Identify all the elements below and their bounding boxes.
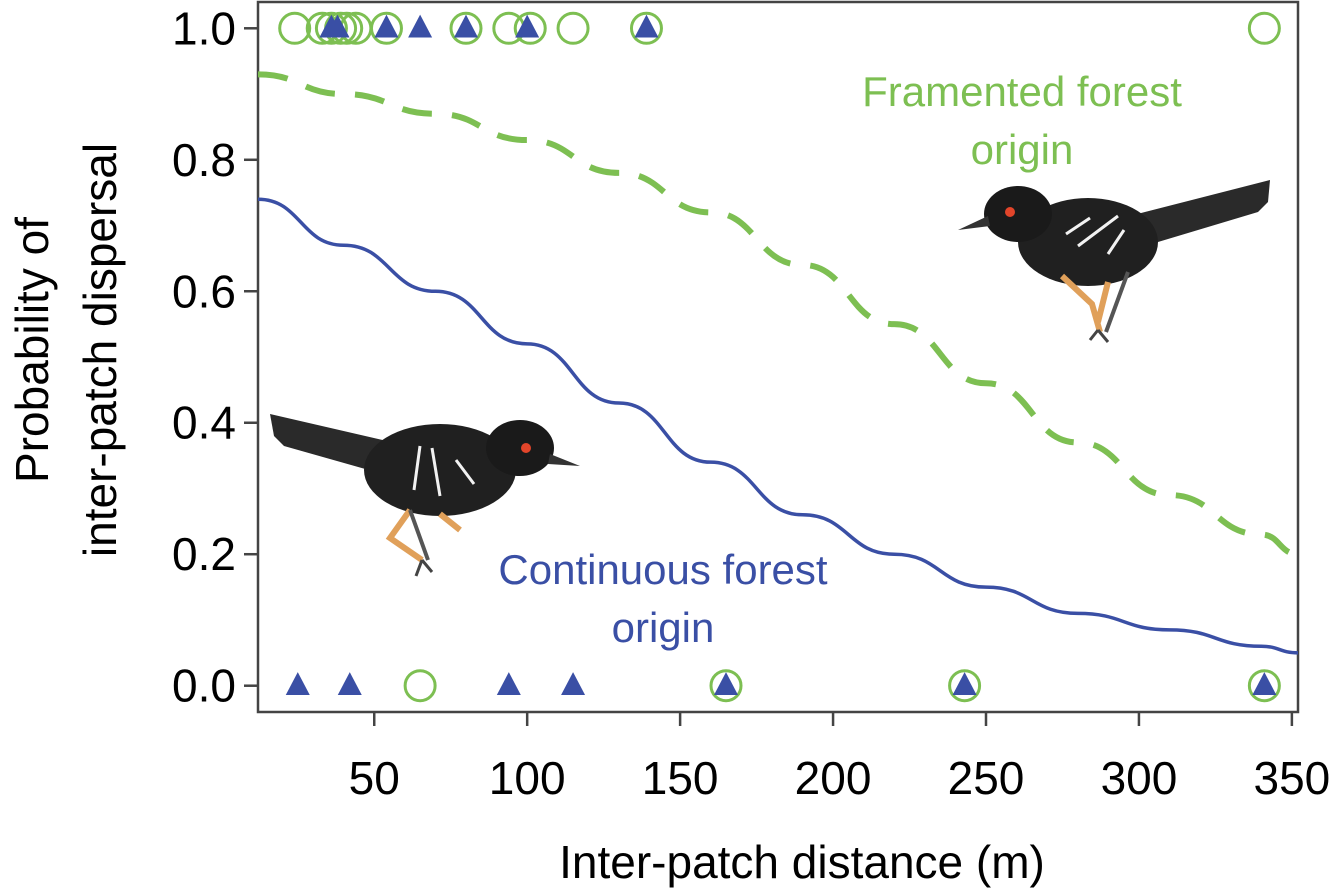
y-axis: 0.0 0.2 0.4 0.6 0.8 1.0 (172, 2, 258, 712)
fragmented-point (629, 11, 663, 45)
bird-illustration-continuous (270, 414, 580, 577)
data-points (278, 11, 1281, 703)
y-axis-title-line-1: Probability of (6, 217, 58, 483)
x-tick-label: 350 (1254, 752, 1331, 804)
x-tick-label: 300 (1101, 752, 1178, 804)
continuous-point (337, 672, 362, 695)
continuous-fit-curve (257, 197, 1299, 655)
annotation-continuous-line-2: origin (612, 604, 715, 651)
x-tick-label: 100 (489, 752, 566, 804)
y-tick-label: 0.8 (172, 134, 236, 186)
continuous-point (325, 14, 350, 38)
fragmented-point (948, 669, 982, 703)
fragmented-point (449, 11, 483, 45)
fragmented-point (278, 11, 312, 45)
x-axis: 50 100 150 200 250 300 350 (349, 712, 1331, 804)
fragmented-point (314, 11, 348, 45)
continuous-point (374, 14, 399, 38)
fragmented-point (513, 11, 547, 45)
continuous-point (634, 14, 659, 38)
continuous-point (561, 672, 586, 695)
y-axis-title-line-2: inter-patch dispersal (74, 143, 126, 557)
continuous-point (454, 14, 478, 38)
y-tick-label: 0.2 (172, 528, 236, 580)
continuous-point (714, 672, 738, 695)
continuous-point (515, 14, 540, 38)
fragmented-point (556, 11, 590, 45)
plot-frame (256, 0, 1300, 714)
annotation-continuous-line-1: Continuous forest (498, 546, 828, 593)
x-tick-label: 50 (349, 752, 400, 804)
y-tick-label: 1.0 (172, 2, 236, 54)
continuous-point (285, 672, 310, 695)
annotation-fragmented-line-1: Framented forest (862, 68, 1182, 115)
y-tick-label: 0.0 (172, 660, 236, 712)
fragmented-point (369, 11, 403, 45)
fit-curves (257, 71, 1299, 655)
y-tick-label: 0.4 (172, 397, 236, 449)
continuous-point (952, 672, 977, 695)
annotation-continuous: Continuous forest origin (498, 546, 828, 651)
annotation-fragmented: Framented forest origin (862, 68, 1182, 173)
x-tick-label: 200 (795, 752, 872, 804)
annotation-fragmented-line-2: origin (971, 126, 1074, 173)
x-tick-label: 150 (642, 752, 719, 804)
fragmented-point (1247, 11, 1281, 45)
fragmented-point (403, 669, 437, 703)
continuous-point (496, 672, 521, 695)
fragmented-point (1247, 669, 1281, 703)
y-axis-title: Probability of inter-patch dispersal (6, 143, 126, 557)
x-axis-title: Inter-patch distance (m) (559, 836, 1045, 888)
x-tick-label: 250 (948, 752, 1025, 804)
continuous-point (408, 14, 433, 38)
fragmented-point (709, 669, 743, 703)
bird-illustration-fragmented (958, 180, 1270, 343)
y-tick-label: 0.6 (172, 265, 236, 317)
continuous-point (1252, 672, 1277, 695)
fragmented-fit-curve (257, 71, 1299, 558)
